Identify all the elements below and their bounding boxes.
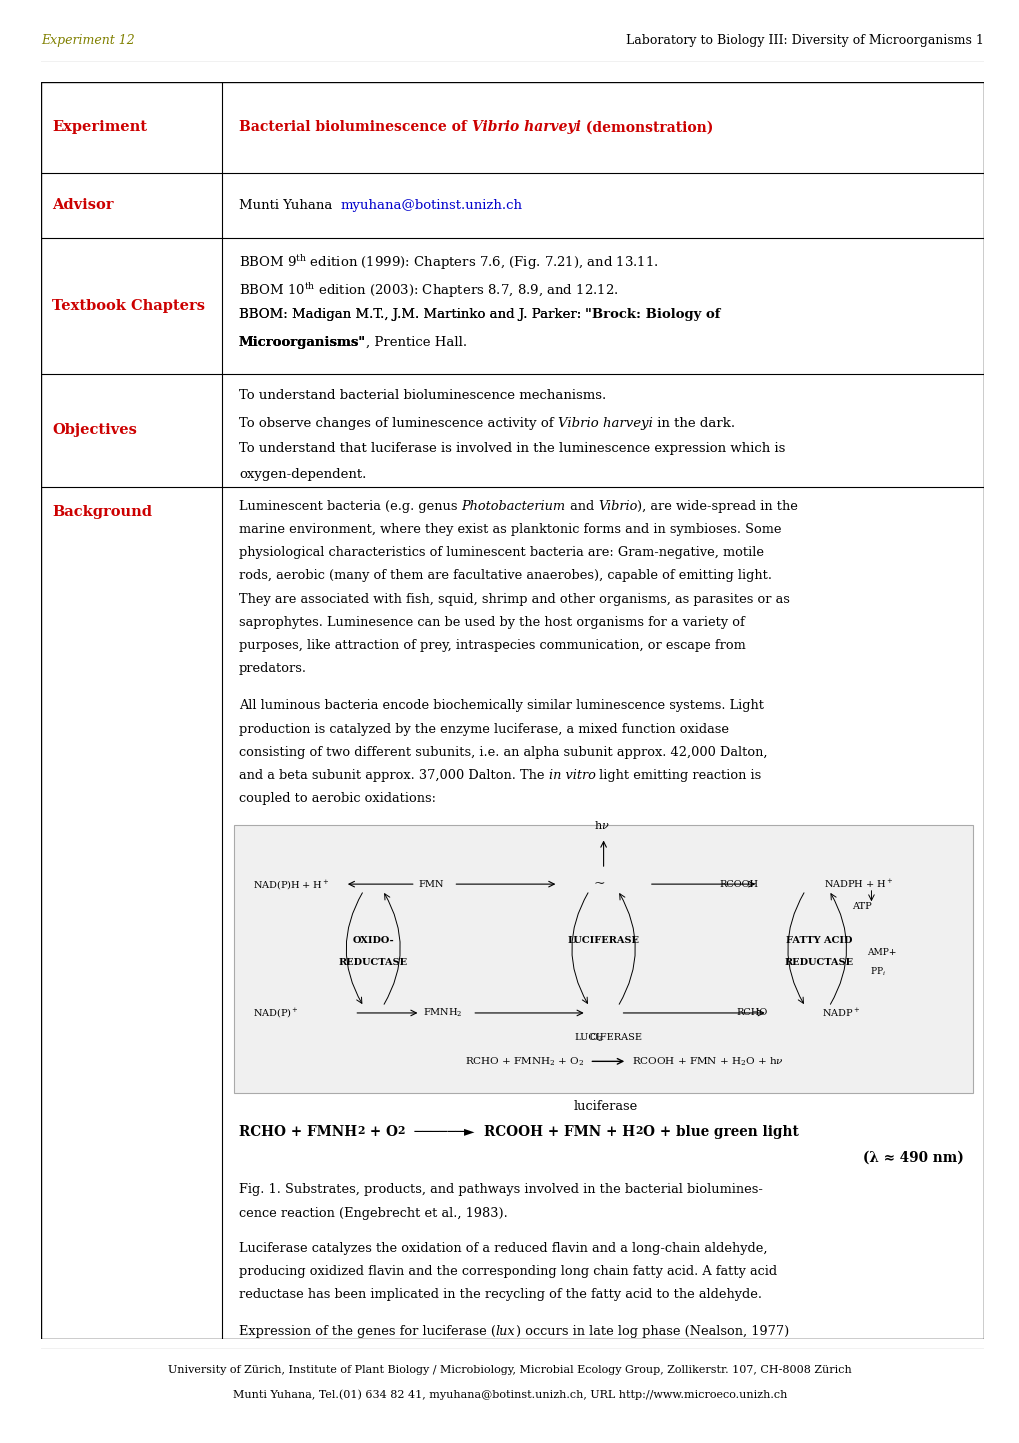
Text: ──────►  RCOOH + FMN + H: ──────► RCOOH + FMN + H	[405, 1126, 635, 1140]
Text: Experiment 12: Experiment 12	[41, 33, 135, 48]
Text: O$_2$: O$_2$	[589, 1032, 602, 1045]
Text: LUCIFERASE: LUCIFERASE	[574, 1033, 642, 1042]
Bar	[234, 825, 972, 1092]
Text: BBOM 10$^{\mathrm{th}}$ edition (2003): Chapters 8.7, 8.9, and 12.12.: BBOM 10$^{\mathrm{th}}$ edition (2003): …	[238, 281, 618, 300]
Text: FATTY ACID: FATTY ACID	[786, 935, 852, 945]
Text: oxygen-dependent.: oxygen-dependent.	[238, 468, 366, 481]
Text: 2: 2	[397, 1126, 405, 1136]
Text: (demonstration): (demonstration)	[580, 121, 712, 134]
Text: Microorganisms": Microorganisms"	[238, 336, 366, 349]
Text: production is catalyzed by the enzyme luciferase, a mixed function oxidase: production is catalyzed by the enzyme lu…	[238, 723, 729, 736]
Text: autoinduction: autoinduction	[501, 1395, 602, 1408]
Text: Fig. 1. Substrates, products, and pathways involved in the bacterial biolumines-: Fig. 1. Substrates, products, and pathwa…	[238, 1183, 762, 1196]
Text: coupled to aerobic oxidations:: coupled to aerobic oxidations:	[238, 792, 435, 805]
Text: in the dark.: in the dark.	[652, 417, 734, 430]
Text: Vibrio harveyi: Vibrio harveyi	[471, 121, 580, 134]
Text: NAD(P)$^+$: NAD(P)$^+$	[253, 1006, 299, 1019]
Text: ~: ~	[592, 877, 604, 892]
Text: They are associated with fish, squid, shrimp and other organisms, as parasites o: They are associated with fish, squid, sh…	[238, 593, 789, 606]
Text: Background: Background	[52, 505, 152, 518]
Text: Vibrio harveyi: Vibrio harveyi	[557, 417, 652, 430]
Text: NADP$^+$: NADP$^+$	[821, 1007, 860, 1019]
Text: An autoinducer is a diffusable compound produced by the bacteria. It can accumul: An autoinducer is a diffusable compound …	[238, 1372, 800, 1385]
Text: blue green light: blue green light	[675, 1126, 798, 1140]
Text: ) occurs in late log phase (Nealson, 1977): ) occurs in late log phase (Nealson, 197…	[515, 1325, 788, 1338]
Text: AMP+: AMP+	[866, 948, 896, 957]
Text: All luminous bacteria encode biochemically similar luminescence systems. Light: All luminous bacteria encode biochemical…	[238, 700, 763, 713]
Text: RCOOH: RCOOH	[718, 880, 757, 889]
Text: rods, aerobic (many of them are facultative anaerobes), capable of emitting ligh: rods, aerobic (many of them are facultat…	[238, 570, 771, 583]
Text: autoinducer: autoinducer	[703, 1349, 791, 1362]
Text: Luciferase catalyzes the oxidation of a reduced flavin and a long-chain aldehyde: Luciferase catalyzes the oxidation of a …	[238, 1241, 766, 1254]
Text: bacteria to monitor their own population density.: bacteria to monitor their own population…	[238, 1418, 559, 1431]
Text: RCOOH + FMN + H$_2$O + h$\nu$: RCOOH + FMN + H$_2$O + h$\nu$	[632, 1055, 783, 1068]
Text: RCHO: RCHO	[736, 1009, 767, 1017]
Text: physiological characteristics of luminescent bacteria are: Gram-negative, motile: physiological characteristics of lumines…	[238, 545, 763, 558]
Text: Objectives: Objectives	[52, 423, 137, 437]
Text: and has been shown to be induced by a small sensory molecule, called: and has been shown to be induced by a sm…	[238, 1349, 703, 1362]
Text: PP$_i$: PP$_i$	[869, 965, 884, 978]
Text: REDUCTASE: REDUCTASE	[785, 958, 853, 967]
Text: (λ ≈ 490 nm): (λ ≈ 490 nm)	[862, 1152, 963, 1165]
Text: light emitting reaction is: light emitting reaction is	[595, 769, 761, 782]
Text: producing oxidized flavin and the corresponding long chain fatty acid. A fatty a: producing oxidized flavin and the corres…	[238, 1266, 776, 1278]
Text: system allows luminous: system allows luminous	[602, 1395, 761, 1408]
Text: RCHO + FMNH$_2$ + O$_2$: RCHO + FMNH$_2$ + O$_2$	[465, 1055, 584, 1068]
Text: Vibrio: Vibrio	[597, 499, 637, 512]
Text: FMN: FMN	[418, 880, 443, 889]
Text: To understand that luciferase is involved in the luminescence expression which i: To understand that luciferase is involve…	[238, 442, 785, 455]
Text: saprophytes. Luminesence can be used by the host organisms for a variety of: saprophytes. Luminesence can be used by …	[238, 616, 744, 629]
Text: To understand bacterial bioluminescence mechanisms.: To understand bacterial bioluminescence …	[238, 390, 605, 403]
Text: reductase has been implicated in the recycling of the fatty acid to the aldehyde: reductase has been implicated in the rec…	[238, 1289, 761, 1302]
Text: in the environment during growth. This: in the environment during growth. This	[238, 1395, 501, 1408]
Text: .: .	[791, 1349, 795, 1362]
Text: Photobacterium: Photobacterium	[462, 499, 566, 512]
Text: and: and	[566, 499, 597, 512]
Text: h$\nu$: h$\nu$	[594, 820, 609, 831]
Text: "Brock: Biology of: "Brock: Biology of	[585, 309, 720, 322]
Text: Laboratory to Biology III: Diversity of Microorganisms 1: Laboratory to Biology III: Diversity of …	[626, 33, 983, 48]
Text: in vitro: in vitro	[548, 769, 595, 782]
Text: lux: lux	[495, 1325, 515, 1338]
Text: Experiment: Experiment	[52, 121, 147, 134]
Text: ), are wide-spread in the: ), are wide-spread in the	[637, 499, 798, 512]
Text: LUCIFERASE: LUCIFERASE	[567, 935, 639, 945]
Text: 2: 2	[635, 1126, 642, 1136]
Text: predators.: predators.	[238, 662, 307, 675]
Text: luciferase: luciferase	[574, 1100, 638, 1113]
Text: NAD(P)H + H$^+$: NAD(P)H + H$^+$	[253, 877, 329, 890]
Text: myuhana@botinst.unizh.ch: myuhana@botinst.unizh.ch	[340, 199, 523, 212]
Text: Munti Yuhana: Munti Yuhana	[238, 199, 340, 212]
Text: FMNH$_2$: FMNH$_2$	[423, 1007, 463, 1019]
Text: Advisor: Advisor	[52, 199, 113, 212]
Text: University of Zürich, Institute of Plant Biology / Microbiology, Microbial Ecolo: University of Zürich, Institute of Plant…	[168, 1365, 851, 1375]
Text: and a beta subunit approx. 37,000 Dalton. The: and a beta subunit approx. 37,000 Dalton…	[238, 769, 548, 782]
Text: REDUCTASE: REDUCTASE	[338, 958, 408, 967]
Text: 2: 2	[357, 1126, 364, 1136]
Text: Microorganisms": Microorganisms"	[238, 336, 366, 349]
Text: BBOM 9$^{\mathrm{th}}$ edition (1999): Chapters 7.6, (Fig. 7.21), and 13.11.: BBOM 9$^{\mathrm{th}}$ edition (1999): C…	[238, 253, 658, 273]
Text: consisting of two different subunits, i.e. an alpha subunit approx. 42,000 Dalto: consisting of two different subunits, i.…	[238, 746, 766, 759]
Text: To observe changes of luminescence activity of: To observe changes of luminescence activ…	[238, 417, 557, 430]
Text: BBOM: Madigan M.T., J.M. Martinko and J. Parker:: BBOM: Madigan M.T., J.M. Martinko and J.…	[238, 309, 585, 322]
Text: O +: O +	[642, 1126, 675, 1140]
Text: Bacterial bioluminescence of: Bacterial bioluminescence of	[238, 121, 471, 134]
Text: , Prentice Hall.: , Prentice Hall.	[366, 336, 467, 349]
Text: Luminescent bacteria (e.g. genus: Luminescent bacteria (e.g. genus	[238, 499, 462, 512]
Text: purposes, like attraction of prey, intraspecies communication, or escape from: purposes, like attraction of prey, intra…	[238, 639, 745, 652]
Text: NADPH + H$^+$: NADPH + H$^+$	[823, 877, 893, 890]
Text: BBOM: Madigan M.T., J.M. Martinko and J. Parker:: BBOM: Madigan M.T., J.M. Martinko and J.…	[238, 309, 585, 322]
Text: RCHO + FMNH: RCHO + FMNH	[238, 1126, 357, 1140]
Text: ATP: ATP	[851, 902, 870, 911]
Text: + O: + O	[364, 1126, 397, 1140]
Text: cence reaction (Engebrecht et al., 1983).: cence reaction (Engebrecht et al., 1983)…	[238, 1206, 507, 1219]
Text: OXIDO-: OXIDO-	[353, 935, 393, 945]
Text: Munti Yuhana, Tel.(01) 634 82 41, myuhana@botinst.unizh.ch, URL http://www.micro: Munti Yuhana, Tel.(01) 634 82 41, myuhan…	[232, 1390, 787, 1400]
Text: marine environment, where they exist as planktonic forms and in symbioses. Some: marine environment, where they exist as …	[238, 522, 781, 535]
Text: Expression of the genes for luciferase (: Expression of the genes for luciferase (	[238, 1325, 495, 1338]
Text: Textbook Chapters: Textbook Chapters	[52, 299, 205, 313]
